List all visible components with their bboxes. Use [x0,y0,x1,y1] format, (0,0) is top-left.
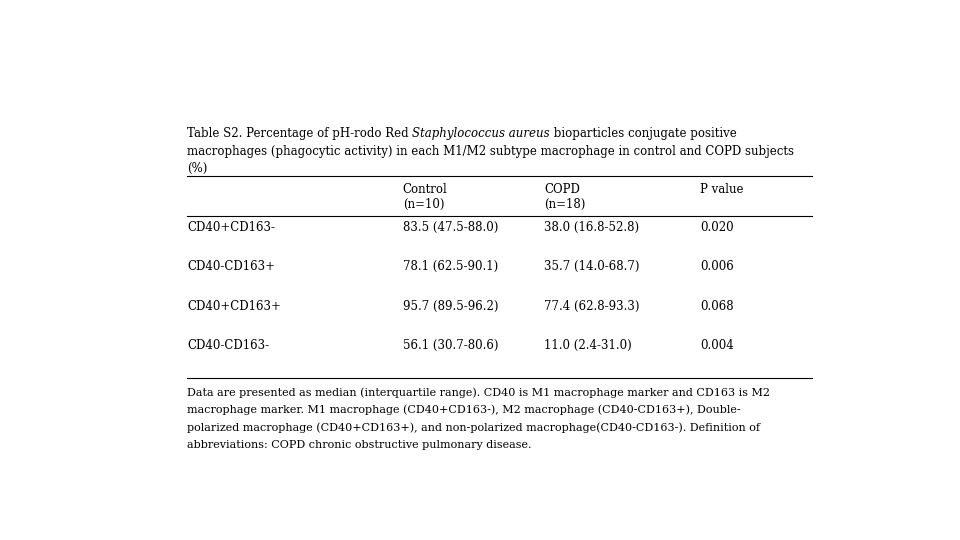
Text: 0.020: 0.020 [701,221,734,234]
Text: 78.1 (62.5-90.1): 78.1 (62.5-90.1) [403,260,498,273]
Text: 56.1 (30.7-80.6): 56.1 (30.7-80.6) [403,339,498,352]
Text: COPD
(n=18): COPD (n=18) [544,183,586,211]
Text: 0.004: 0.004 [701,339,734,352]
Text: Staphylococcus aureus: Staphylococcus aureus [0,539,1,540]
Text: 77.4 (62.8-93.3): 77.4 (62.8-93.3) [544,300,639,313]
Text: CD40-CD163-: CD40-CD163- [187,339,269,352]
Text: Control
(n=10): Control (n=10) [403,183,447,211]
Text: CD40-CD163+: CD40-CD163+ [187,260,275,273]
Text: CD40+CD163+: CD40+CD163+ [187,300,281,313]
Text: Table S2. Percentage of pH-rodo Red: Table S2. Percentage of pH-rodo Red [0,539,1,540]
Text: macrophages (phagocytic activity) in each M1/M2 subtype macrophage in control an: macrophages (phagocytic activity) in eac… [187,145,794,158]
Text: P value: P value [701,183,744,195]
Text: Table S2. Percentage of pH-rodo Red: Table S2. Percentage of pH-rodo Red [187,127,413,140]
Text: CD40+CD163-: CD40+CD163- [187,221,275,234]
Text: 83.5 (47.5-88.0): 83.5 (47.5-88.0) [403,221,498,234]
Text: polarized macrophage (CD40+CD163+), and non-polarized macrophage(CD40-CD163-). D: polarized macrophage (CD40+CD163+), and … [187,422,760,433]
Text: bioparticles conjugate positive: bioparticles conjugate positive [550,127,736,140]
Text: 11.0 (2.4-31.0): 11.0 (2.4-31.0) [544,339,632,352]
Text: 0.006: 0.006 [701,260,734,273]
Text: 38.0 (16.8-52.8): 38.0 (16.8-52.8) [544,221,639,234]
Text: macrophage marker. M1 macrophage (CD40+CD163-), M2 macrophage (CD40-CD163+), Dou: macrophage marker. M1 macrophage (CD40+C… [187,405,740,415]
Text: Data are presented as median (interquartile range). CD40 is M1 macrophage marker: Data are presented as median (interquart… [187,387,770,398]
Text: 95.7 (89.5-96.2): 95.7 (89.5-96.2) [403,300,498,313]
Text: (%): (%) [187,163,207,176]
Text: 0.068: 0.068 [701,300,734,313]
Text: Staphylococcus aureus: Staphylococcus aureus [413,127,550,140]
Text: abbreviations: COPD chronic obstructive pulmonary disease.: abbreviations: COPD chronic obstructive … [187,440,532,450]
Text: 35.7 (14.0-68.7): 35.7 (14.0-68.7) [544,260,639,273]
